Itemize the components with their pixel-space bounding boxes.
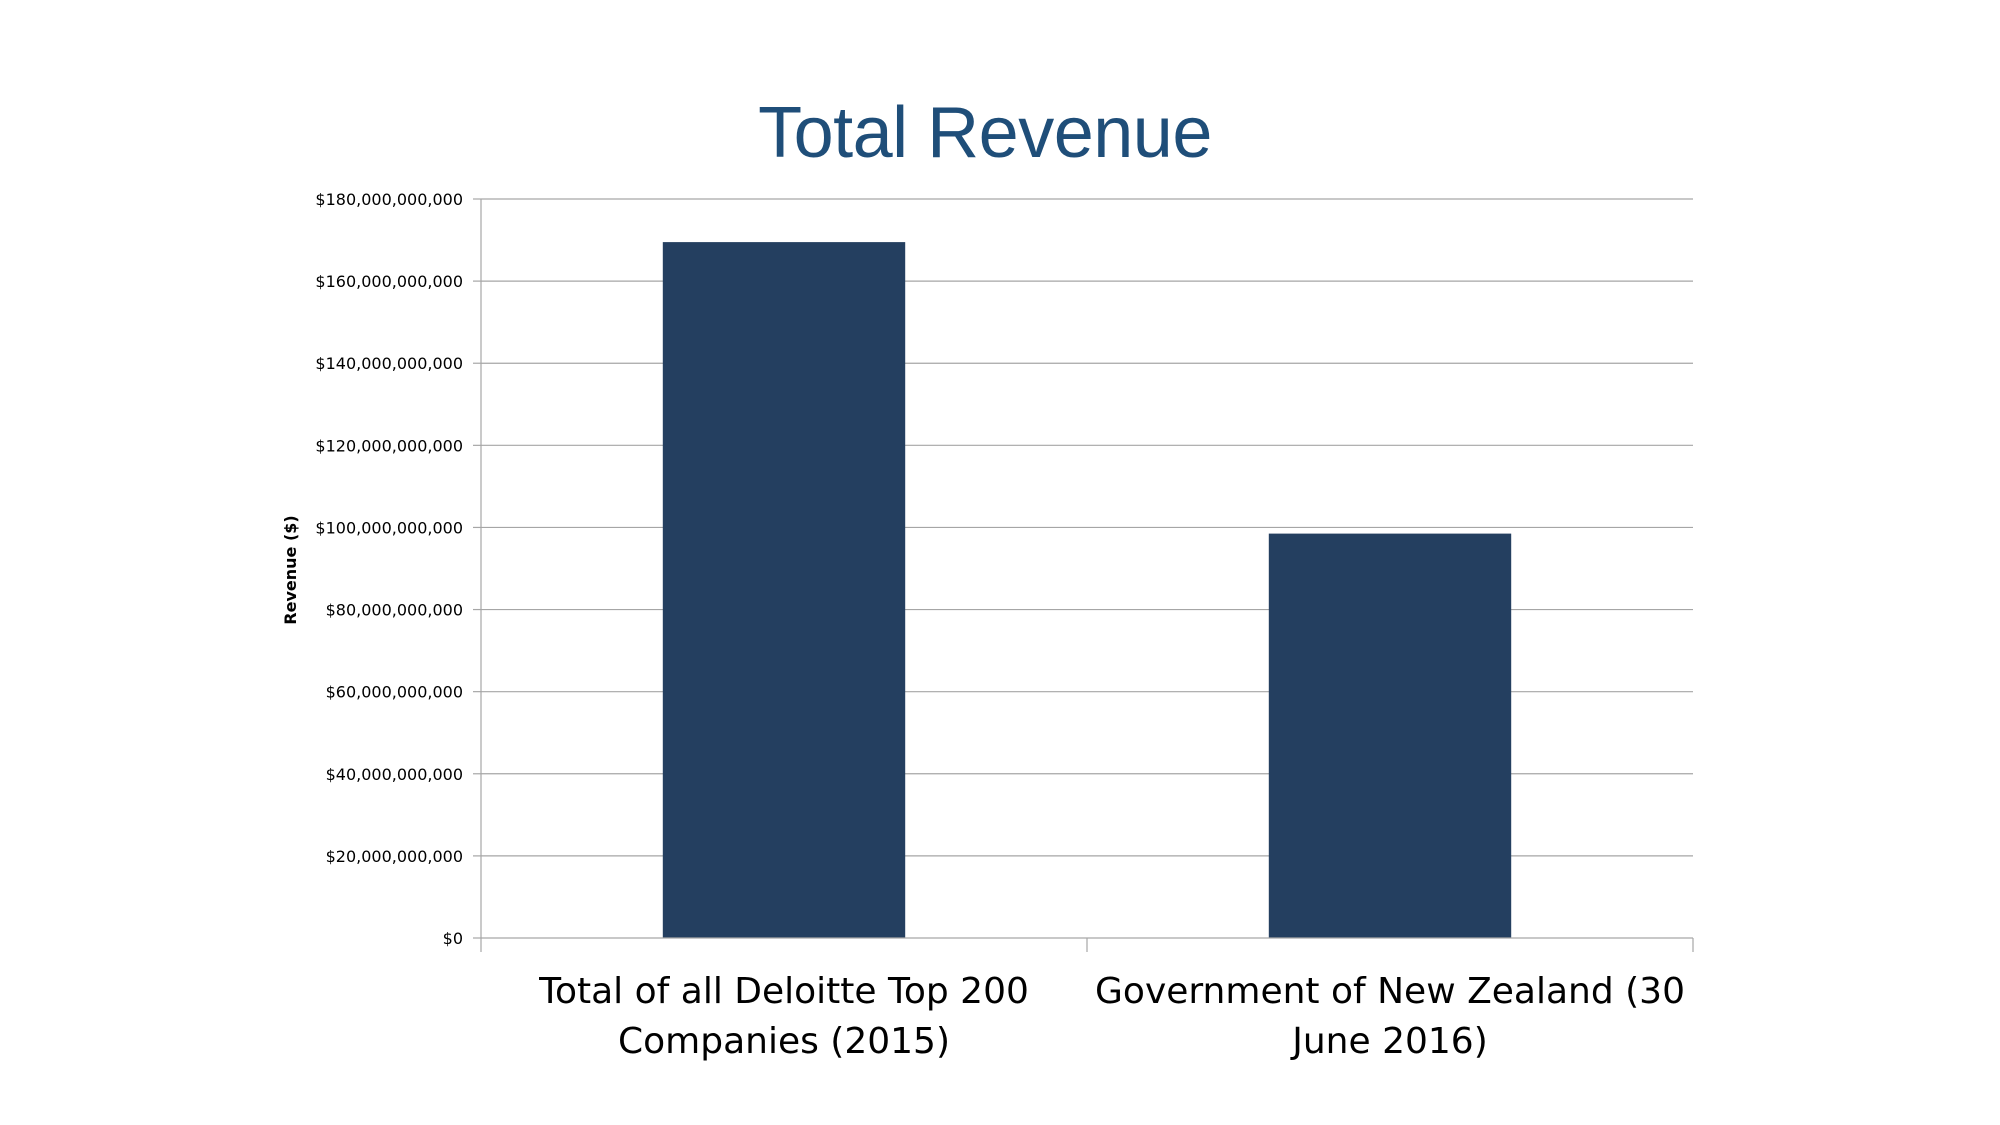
chart-title: Total Revenue [758,93,1212,173]
y-tick-label: $20,000,000,000 [326,847,463,866]
bar [1268,533,1512,938]
y-tick-label: $40,000,000,000 [326,765,463,784]
x-category-labels: Total of all Deloitte Top 200 Companies (… [538,971,1685,1062]
axes [473,198,1694,952]
x-category-label: Total of all Deloitte Top 200 [538,971,1029,1012]
bars [662,242,1512,938]
y-tick-labels: $0 $20,000,000,000 $40,000,000,000 $60,000,… [315,190,463,948]
y-tick-label: $160,000,000,000 [315,272,463,291]
x-category-label: June 2016) [1290,1021,1488,1062]
y-tick-label: $60,000,000,000 [326,683,463,702]
y-tick-label: $180,000,000,000 [315,190,463,209]
y-axis-title: Revenue ($) [281,515,300,624]
y-tick-label: $100,000,000,000 [315,518,463,537]
y-tick-label: $80,000,000,000 [326,601,463,620]
y-tick-label: $140,000,000,000 [315,354,463,373]
bar [662,242,906,938]
x-category-label: Companies (2015) [618,1021,950,1062]
y-tick-label: $120,000,000,000 [315,436,463,455]
x-category-label: Government of New Zealand (30 [1095,971,1685,1012]
y-tick-label: $0 [443,929,463,948]
